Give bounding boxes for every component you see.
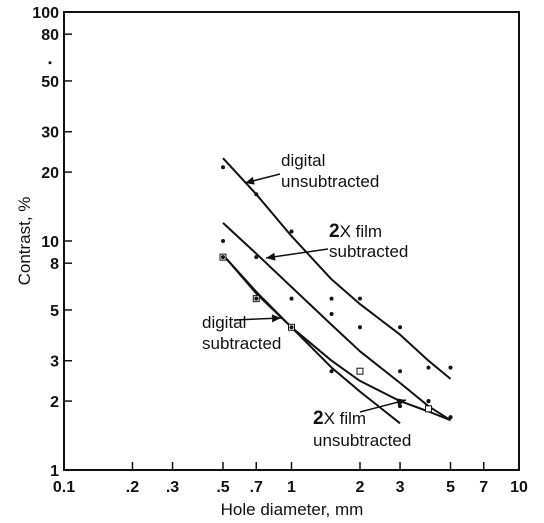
y-tick-label: 5 bbox=[50, 303, 59, 320]
annotation-leader-2 bbox=[265, 248, 329, 259]
x-tick-label: 10 bbox=[510, 479, 528, 496]
data-point bbox=[289, 229, 294, 234]
x-tick-label: .7 bbox=[250, 479, 263, 496]
annotation-line-1: 2X film bbox=[313, 408, 366, 429]
data-point bbox=[254, 296, 259, 301]
data-point bbox=[357, 296, 362, 301]
annotation-line-1: digital bbox=[202, 313, 246, 332]
y-axis-label: Contrast, % bbox=[15, 197, 34, 286]
data-point bbox=[221, 239, 226, 243]
annotation-arrowhead-3 bbox=[271, 314, 281, 323]
y-tick-label: 1 bbox=[50, 463, 59, 480]
y-tick-label: 8 bbox=[50, 256, 59, 273]
data-point bbox=[329, 296, 334, 301]
annotation-line-2: subtracted bbox=[329, 242, 408, 261]
data-point bbox=[398, 325, 403, 330]
data-point bbox=[329, 311, 334, 316]
annotation-bold-prefix: 2 bbox=[313, 408, 324, 429]
stray-dot bbox=[48, 61, 52, 65]
y-tick-label: 20 bbox=[41, 165, 59, 182]
data-point bbox=[254, 255, 259, 260]
data-point bbox=[448, 415, 453, 420]
annotation-line-2: subtracted bbox=[202, 334, 281, 353]
data-point bbox=[221, 255, 226, 260]
plot-frame bbox=[63, 11, 520, 471]
data-point-square bbox=[356, 367, 364, 375]
y-tick-label: 50 bbox=[41, 74, 59, 91]
axis-ticks: 0.1 .2 .3 .5 .7 1 2 3 5 7 10 1 2 3 5 8 10 20 30 50 80 100 bbox=[32, 5, 528, 496]
annotation-text: X film bbox=[324, 409, 367, 428]
y-tick-label: 10 bbox=[41, 234, 59, 251]
annotation-arrowhead-2 bbox=[266, 252, 276, 261]
y-tick-label: 3 bbox=[50, 354, 59, 371]
y-tick-label: 80 bbox=[41, 27, 59, 44]
data-point bbox=[448, 365, 453, 370]
data-point bbox=[426, 365, 431, 370]
data-point bbox=[289, 325, 294, 330]
data-point bbox=[398, 369, 403, 374]
data-points bbox=[219, 165, 453, 420]
series-curve-3 bbox=[222, 254, 451, 422]
x-tick-label: 3 bbox=[396, 479, 405, 496]
y-tick-label: 100 bbox=[32, 5, 59, 22]
data-point bbox=[426, 399, 431, 404]
x-tick-label: .2 bbox=[126, 479, 139, 496]
y-tick-label: 2 bbox=[50, 394, 59, 411]
data-point bbox=[329, 369, 334, 374]
x-tick-label: 2 bbox=[356, 479, 365, 496]
x-tick-label: .5 bbox=[216, 479, 229, 496]
data-point bbox=[221, 165, 226, 170]
x-tick-label: 5 bbox=[446, 479, 455, 496]
annotation-line-1: 2X film bbox=[329, 221, 382, 242]
annotation-line-2: unsubtracted bbox=[281, 172, 379, 191]
series-curve-4 bbox=[222, 254, 401, 425]
x-tick-label: .3 bbox=[166, 479, 179, 496]
x-tick-label: 0.1 bbox=[53, 479, 75, 496]
data-point bbox=[289, 296, 294, 301]
annotation-bold-prefix: 2 bbox=[329, 221, 340, 242]
annotation-arrowhead-1 bbox=[245, 176, 255, 185]
annotation-line-1: digital bbox=[281, 151, 325, 170]
annotation-arrowhead-4 bbox=[396, 398, 406, 407]
annotation-text: X film bbox=[340, 222, 383, 241]
x-tick-label: 7 bbox=[479, 479, 488, 496]
series-curve-1 bbox=[222, 157, 452, 380]
data-point bbox=[254, 192, 259, 197]
x-axis-label: Hole diameter, mm bbox=[221, 500, 364, 519]
series-curve-2 bbox=[222, 222, 452, 422]
x-tick-label: 1 bbox=[287, 479, 296, 496]
data-point bbox=[357, 325, 362, 330]
annotation-line-2: unsubtracted bbox=[313, 431, 411, 450]
fit-curves bbox=[222, 157, 452, 425]
data-point-square bbox=[424, 405, 432, 413]
y-tick-label: 30 bbox=[41, 125, 59, 142]
